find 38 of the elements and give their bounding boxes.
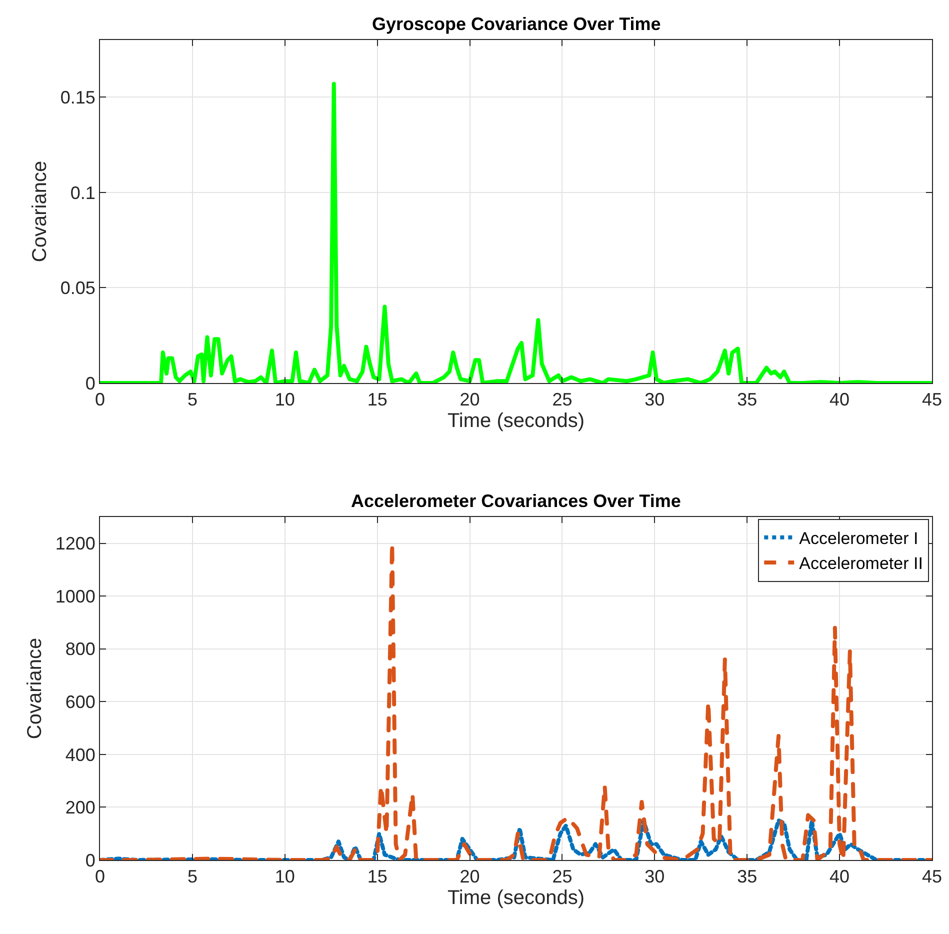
x-tick-label: 20 — [460, 390, 480, 410]
legend-label: Accelerometer I — [799, 529, 918, 548]
x-tick-label: 5 — [187, 866, 198, 887]
x-tick-label: 30 — [644, 866, 665, 887]
y-tick-label: 400 — [65, 744, 96, 765]
line-series — [100, 82, 932, 383]
x-tick-label: 45 — [922, 390, 942, 410]
x-tick-label: 45 — [922, 866, 942, 887]
x-tick-label: 35 — [737, 866, 758, 887]
chart-title: Gyroscope Covariance Over Time — [372, 14, 661, 34]
x-tick-label: 5 — [187, 390, 198, 410]
y-tick-label: 200 — [65, 798, 96, 818]
x-tick-label: 35 — [737, 390, 758, 410]
y-tick-label: 1200 — [55, 534, 96, 554]
y-tick-label: 1000 — [55, 586, 96, 606]
x-tick-label: 40 — [830, 390, 850, 410]
legend-label: Accelerometer II — [799, 554, 923, 574]
x-tick-label: 10 — [274, 866, 295, 887]
x-tick-label: 15 — [367, 866, 388, 887]
y-tick-label: 0.15 — [60, 87, 96, 108]
x-tick-label: 25 — [552, 390, 572, 410]
y-tick-label: 0.1 — [70, 182, 96, 203]
x-tick-label: 20 — [460, 866, 480, 887]
x-axis-title: Time (seconds) — [447, 410, 585, 432]
y-tick-label: 0.05 — [60, 278, 96, 298]
y-tick-label: 800 — [65, 639, 96, 660]
x-tick-label: 15 — [367, 390, 388, 410]
y-axis-title: Covariance — [28, 160, 51, 262]
x-tick-label: 10 — [274, 390, 295, 410]
y-tick-label: 0 — [85, 850, 96, 870]
x-tick-label: 30 — [644, 390, 665, 410]
chart-title: Accelerometer Covariances Over Time — [351, 491, 681, 511]
x-axis-title: Time (seconds) — [447, 887, 585, 910]
x-tick-label: 25 — [552, 866, 572, 887]
y-tick-label: 0 — [85, 373, 96, 394]
y-tick-label: 600 — [65, 692, 96, 712]
y-axis-title: Covariance — [24, 638, 46, 740]
x-tick-label: 40 — [830, 866, 850, 887]
